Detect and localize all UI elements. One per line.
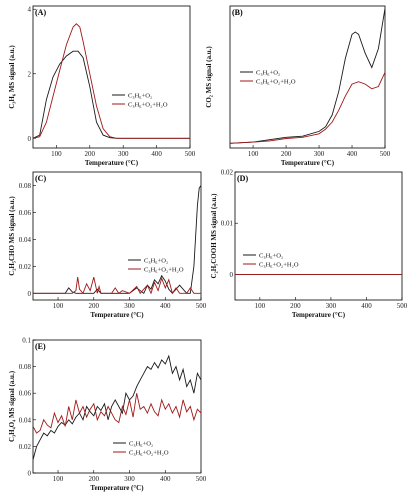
x-tick-label: 100 bbox=[53, 302, 64, 310]
legend-entry: C₃H₆+O₂ bbox=[259, 252, 283, 259]
x-tick-label: 100 bbox=[248, 150, 259, 158]
legend-entry: C₃H₆+O₂+H₂O bbox=[144, 266, 184, 273]
x-axis-label: Temperature (°C) bbox=[90, 311, 144, 319]
y-axis-label: CO₂ MS signal (a.u.) bbox=[205, 46, 213, 108]
y-tick-label: 0.1 bbox=[22, 337, 31, 345]
series-line-no-water bbox=[33, 354, 201, 460]
plot-frame bbox=[32, 5, 191, 149]
x-axis-label: Temperature (°C) bbox=[292, 311, 346, 319]
series-line-no-water bbox=[230, 8, 385, 144]
x-tick-label: 400 bbox=[361, 302, 372, 310]
y-axis-label: C₃H₆ MS signal (a.u.) bbox=[8, 45, 16, 109]
panel-label: (A) bbox=[35, 8, 46, 17]
y-axis-label: C₃H₄O₄ MS signal (a.u.) bbox=[8, 370, 16, 442]
y-tick-label: 0 bbox=[230, 271, 234, 279]
x-tick-label: 100 bbox=[53, 475, 64, 483]
x-tick-label: 300 bbox=[124, 302, 135, 310]
x-tick-label: 200 bbox=[89, 302, 100, 310]
plot-frame bbox=[32, 339, 202, 474]
x-tick-label: 400 bbox=[160, 475, 171, 483]
series-line-with-water bbox=[33, 393, 201, 434]
series-line-no-water bbox=[33, 185, 201, 295]
x-tick-label: 400 bbox=[347, 150, 358, 158]
x-axis-label: Temperature (°C) bbox=[90, 484, 144, 492]
y-tick-label: 0 bbox=[28, 470, 32, 478]
series-line-with-water bbox=[33, 276, 201, 295]
y-tick-label: 0.02 bbox=[19, 263, 32, 271]
y-tick-label: 0.04 bbox=[19, 416, 32, 424]
x-tick-label: 500 bbox=[196, 475, 207, 483]
x-tick-label: 500 bbox=[185, 150, 196, 158]
x-tick-label: 100 bbox=[255, 302, 266, 310]
plot-frame bbox=[229, 5, 386, 149]
plot-frame bbox=[32, 171, 202, 301]
legend-entry: C₃H₆+O₂+H₂O bbox=[256, 78, 296, 85]
chart-panel-c: 100 200 300 400 500 0 0.02 0.04 0.06 0.08 Temperat… bbox=[8, 171, 207, 319]
x-axis-label: Temperature (°C) bbox=[85, 159, 139, 167]
x-tick-label: 200 bbox=[290, 302, 301, 310]
chart-panel-d: 100 200 300 400 500 0 0.01 0.02 Temperature (°C)… bbox=[210, 169, 408, 320]
panel-label: (B) bbox=[232, 8, 243, 17]
y-tick-label: 2 bbox=[28, 70, 32, 78]
series-line-with-water bbox=[230, 72, 385, 144]
legend-entry: C₃H₆+O₂+H₂O bbox=[259, 261, 299, 268]
y-tick-label: 0.02 bbox=[221, 169, 234, 177]
y-tick-label: 0 bbox=[28, 135, 32, 143]
x-tick-label: 400 bbox=[160, 302, 171, 310]
y-tick-label: 0 bbox=[28, 290, 32, 298]
legend-entry: C₃H₆+O₂+H₂O bbox=[129, 449, 169, 456]
x-tick-label: 300 bbox=[314, 150, 325, 158]
series-line-no-water bbox=[33, 50, 190, 139]
x-tick-label: 300 bbox=[124, 475, 135, 483]
y-tick-label: 0.08 bbox=[19, 363, 32, 371]
plot-frame bbox=[234, 171, 403, 301]
series-line-with-water bbox=[33, 23, 190, 139]
x-tick-label: 100 bbox=[51, 150, 62, 158]
x-tick-label: 500 bbox=[397, 302, 408, 310]
y-axis-label: C₂H₅CHO MS signal (a.u.) bbox=[8, 196, 16, 276]
legend-entry: C₃H₆+O₂ bbox=[129, 440, 153, 447]
y-tick-label: 0.02 bbox=[19, 443, 32, 451]
panel-label: (D) bbox=[237, 174, 248, 183]
y-tick-label: 4 bbox=[28, 6, 32, 14]
x-tick-label: 500 bbox=[196, 302, 207, 310]
x-tick-label: 300 bbox=[118, 150, 129, 158]
legend-entry: C₃H₆+O₂ bbox=[256, 69, 280, 76]
x-tick-label: 400 bbox=[151, 150, 162, 158]
x-tick-label: 500 bbox=[380, 150, 391, 158]
chart-panel-e: 100 200 300 400 500 0 0.02 0.04 0.06 0.08 0.1 Tempe… bbox=[8, 337, 207, 493]
legend-entry: C₃H₆+O₂ bbox=[144, 257, 168, 264]
x-tick-label: 200 bbox=[281, 150, 292, 158]
y-tick-label: 0.01 bbox=[221, 220, 234, 228]
chart-panel-b: 100 200 300 400 500 Temperature (°C) CO₂ MS si… bbox=[205, 5, 391, 167]
x-axis-label: Temperature (°C) bbox=[281, 159, 335, 167]
x-tick-label: 200 bbox=[89, 475, 100, 483]
chart-panel-a: 100 200 300 400 500 0 2 4 Temperature (°C) C₃H₆ M… bbox=[8, 5, 196, 167]
y-tick-label: 0.04 bbox=[19, 236, 32, 244]
y-tick-label: 0.08 bbox=[19, 182, 32, 190]
legend-entry: C₃H₆+O₂ bbox=[128, 92, 152, 99]
y-tick-label: 0.06 bbox=[19, 390, 32, 398]
y-tick-label: 0.06 bbox=[19, 209, 32, 217]
x-tick-label: 200 bbox=[85, 150, 96, 158]
x-tick-label: 300 bbox=[326, 302, 337, 310]
panel-label: (C) bbox=[35, 174, 46, 183]
y-axis-label: C₂H₅COOH MS signal (a.u.) bbox=[210, 193, 218, 279]
legend-entry: C₃H₆+O₂+H₂O bbox=[128, 101, 168, 108]
panel-label: (E) bbox=[35, 342, 46, 351]
